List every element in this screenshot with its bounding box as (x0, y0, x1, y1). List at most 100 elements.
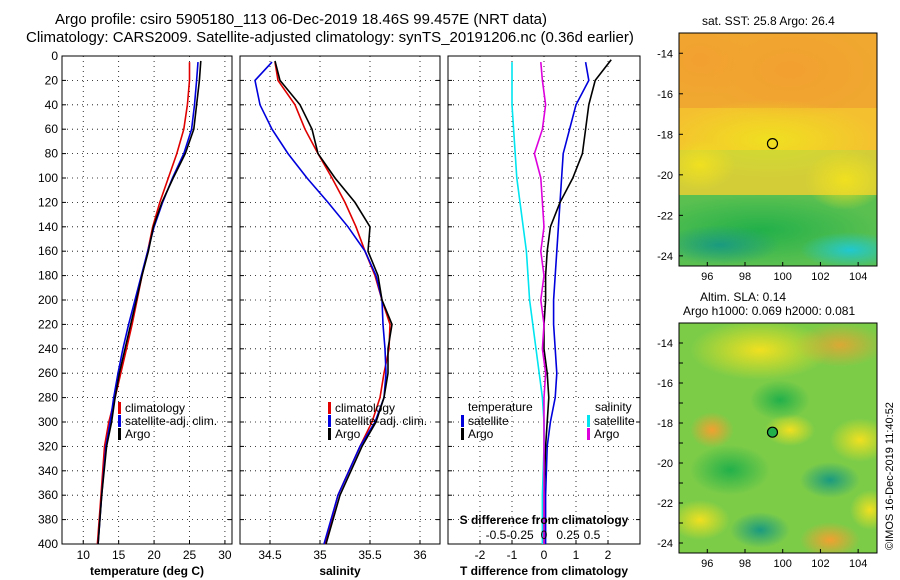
map-x-tick-label: 96 (701, 558, 713, 570)
map-x-tick-label: 104 (849, 271, 867, 283)
map-y-tick-label: -22 (657, 498, 673, 510)
sst-map-title: sat. SST: 25.8 Argo: 26.4 (702, 14, 835, 28)
x-tick-label: 1 (573, 548, 580, 562)
legend-title-salinity: salinity (595, 400, 632, 414)
map-y-tick-label: -18 (657, 418, 673, 430)
y-tick-label: 300 (38, 415, 58, 429)
legend-swatch-temp-satellite (461, 415, 464, 427)
map-x-tick-label: 104 (849, 558, 867, 570)
x-top-tick-label: 0.5 (584, 528, 601, 542)
x-tick-label: 30 (218, 548, 232, 562)
series-line-salinity-argo (533, 62, 547, 544)
x-top-tick-label: 0.25 (556, 528, 580, 542)
legend-swatch-argo (328, 428, 331, 440)
map-x-tick-label: 98 (739, 271, 751, 283)
y-tick-label: 160 (38, 244, 58, 258)
series-line-argo (274, 60, 393, 545)
temperature-panel: 0 20 40 60 80 100 120 140 160 180 200 220 240 260 280 3… (38, 49, 233, 578)
x-tick-label: 0 (541, 548, 548, 562)
x-tick-label: 20 (147, 548, 161, 562)
map-x-tick-label: 98 (739, 558, 751, 570)
x-tick-label: -2 (475, 548, 486, 562)
legend-swatch-satellite (118, 415, 121, 427)
series-line-temperature-argo (543, 59, 612, 544)
sst-map-field (679, 33, 877, 266)
legend-swatch-climatology (328, 402, 331, 414)
sla-map-title-line2: Argo h1000: 0.069 h2000: 0.081 (683, 304, 855, 318)
map-x-tick-label: 96 (701, 271, 713, 283)
y-tick-label: 100 (38, 171, 58, 185)
legend-label-sal-satellite: satellite (594, 414, 635, 428)
y-tick-label: 220 (38, 317, 58, 331)
legend-label-climatology: climatology (335, 401, 395, 415)
legend-label-argo: Argo (335, 427, 361, 441)
map-x-tick-label: 102 (811, 558, 829, 570)
map-y-tick-label: -14 (657, 338, 673, 350)
y-tick-label: 120 (38, 195, 58, 209)
x-tick-label: 15 (112, 548, 126, 562)
legend-label-temp-satellite: satellite (468, 414, 509, 428)
y-tick-label: 140 (38, 220, 58, 234)
x-axis-label: T difference from climatology (460, 564, 628, 578)
series-line-temperature-satellite (544, 61, 590, 544)
sla-map-axes: 96 98 100 102 104 -14 -16 -18 -20 -22 -24 (657, 338, 867, 570)
legend-swatch-sal-satellite (587, 415, 590, 427)
series-line-argo (97, 60, 202, 545)
legend-swatch-sal-argo (587, 428, 590, 440)
y-tick-label: 320 (38, 439, 58, 453)
legend-label-climatology: climatology (125, 401, 185, 415)
sla-map-title-line1: Altim. SLA: 0.14 (700, 290, 786, 304)
y-tick-label: 240 (38, 342, 58, 356)
sst-map: 96 98 100 102 104 -14 -16 -18 -20 -22 -24 (657, 32, 878, 283)
x-tick-label: 10 (77, 548, 91, 562)
map-y-tick-label: -24 (657, 538, 673, 550)
sla-map-frame (678, 322, 878, 554)
sst-map-axes: 96 98 100 102 104 -14 -16 -18 -20 -22 -24 (657, 48, 867, 283)
y-tick-label: 380 (38, 513, 58, 527)
argo-position-marker (766, 426, 779, 438)
legend-label-temp-argo: Argo (468, 427, 494, 441)
legend-swatch-argo (118, 428, 121, 440)
y-tick-label: 20 (45, 73, 59, 87)
map-y-tick-label: -16 (657, 378, 673, 390)
y-tick-label: 280 (38, 391, 58, 405)
series-line-climatology (96, 62, 191, 545)
x-tick-label: 35.5 (358, 548, 382, 562)
x-top-tick-label: 0 (541, 528, 548, 542)
x-top-tick-label: -0.25 (506, 528, 534, 542)
y-tick-label: 360 (38, 488, 58, 502)
x-tick-label: 25 (183, 548, 197, 562)
figure-title-line2: Climatology: CARS2009. Satellite-adjuste… (26, 29, 634, 46)
y-tick-label: 400 (38, 537, 58, 551)
legend-label-sal-argo: Argo (594, 427, 620, 441)
series-line-satellite-adj-clim- (254, 61, 387, 545)
plot-frame (239, 55, 441, 545)
map-y-tick-label: -20 (657, 170, 673, 182)
sst-map-frame (678, 32, 878, 267)
x-top-tick-label: -0.5 (486, 528, 507, 542)
map-x-tick-label: 100 (774, 271, 792, 283)
map-y-tick-label: -20 (657, 458, 673, 470)
x-axis-label: temperature (deg C) (90, 564, 204, 578)
map-y-tick-label: -24 (657, 251, 673, 263)
y-tick-label: 260 (38, 366, 58, 380)
map-y-tick-label: -22 (657, 210, 673, 222)
temperature-legend: climatology satellite-adj. clim. Argo (118, 401, 217, 441)
map-y-tick-label: -16 (657, 89, 673, 101)
y-tick-label: 200 (38, 293, 58, 307)
legend-swatch-climatology (118, 402, 121, 414)
x-tick-label: 35 (313, 548, 327, 562)
y-tick-label: 0 (51, 49, 58, 63)
salinity-legend: climatology satellite-adj. clim. Argo (328, 401, 427, 441)
y-tick-label: 40 (45, 98, 59, 112)
x-axis-label-top: S difference from climatology (460, 513, 629, 527)
legend-title-temperature: temperature (468, 400, 533, 414)
argo-position-marker (766, 138, 779, 150)
y-tick-label: 180 (38, 269, 58, 283)
x-tick-label: 36 (413, 548, 427, 562)
salinity-panel: 34.5 35 35.5 36 salinity (239, 55, 441, 578)
map-y-tick-label: -14 (657, 48, 673, 60)
x-tick-label: 2 (605, 548, 612, 562)
x-tick-label: -1 (507, 548, 518, 562)
